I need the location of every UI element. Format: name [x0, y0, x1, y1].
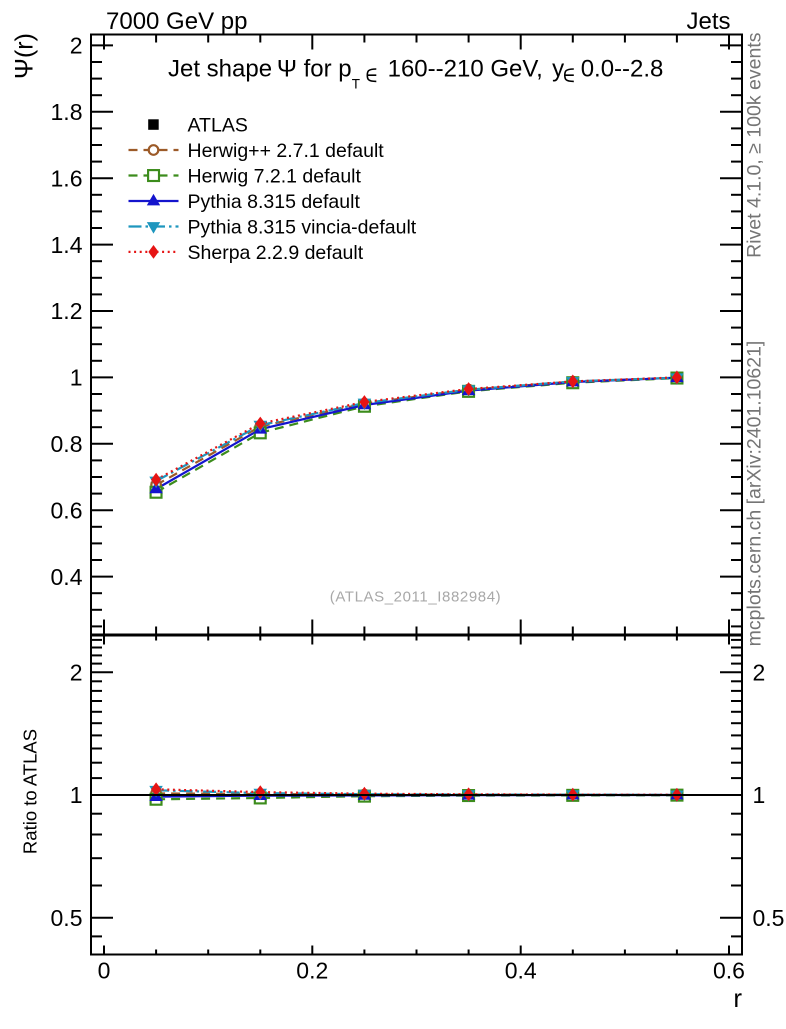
svg-text:Herwig++ 2.7.1 default: Herwig++ 2.7.1 default — [188, 140, 385, 162]
svg-text:0.8: 0.8 — [51, 431, 83, 457]
svg-text:1: 1 — [70, 365, 83, 391]
svg-text:2: 2 — [70, 33, 83, 59]
svg-text:2: 2 — [753, 659, 766, 685]
svg-text:Jet shape Ψ for p: Jet shape Ψ for p — [168, 56, 352, 83]
svg-text:2: 2 — [70, 659, 83, 685]
svg-text:1.2: 1.2 — [51, 298, 83, 324]
svg-text:1: 1 — [753, 782, 766, 808]
svg-text:y: y — [552, 56, 564, 83]
svg-text:Ψ(r): Ψ(r) — [11, 33, 39, 79]
svg-text:Sherpa 2.2.9 default: Sherpa 2.2.9 default — [188, 242, 364, 264]
svg-text:1.8: 1.8 — [51, 99, 83, 125]
svg-text:0.2: 0.2 — [296, 958, 328, 984]
svg-text:7000 GeV pp: 7000 GeV pp — [106, 8, 247, 35]
svg-text:0.4: 0.4 — [51, 564, 83, 590]
svg-text:Rivet 4.1.0, ≥ 100k events: Rivet 4.1.0, ≥ 100k events — [744, 32, 766, 258]
svg-text:ATLAS: ATLAS — [188, 115, 248, 137]
svg-text:0.4: 0.4 — [505, 958, 537, 984]
svg-text:0.6: 0.6 — [713, 958, 745, 984]
svg-text:1.4: 1.4 — [51, 232, 83, 258]
svg-text:1.6: 1.6 — [51, 165, 83, 191]
svg-text:Ratio to ATLAS: Ratio to ATLAS — [20, 729, 41, 854]
svg-text:T: T — [352, 77, 360, 92]
svg-text:Jets: Jets — [686, 8, 730, 35]
svg-text:1: 1 — [70, 782, 83, 808]
svg-text:0.5: 0.5 — [51, 905, 83, 931]
svg-text:mcplots.cern.ch [arXiv:2401.10: mcplots.cern.ch [arXiv:2401.10621] — [744, 341, 766, 647]
svg-text:Pythia 8.315 default: Pythia 8.315 default — [188, 191, 361, 213]
svg-text:160--210 GeV,: 160--210 GeV, — [388, 56, 543, 83]
svg-text:0: 0 — [98, 958, 111, 984]
svg-text:Herwig 7.2.1 default: Herwig 7.2.1 default — [188, 166, 362, 188]
svg-text:Pythia 8.315 vincia-default: Pythia 8.315 vincia-default — [188, 217, 417, 239]
svg-text:0.0--2.8: 0.0--2.8 — [581, 56, 664, 83]
svg-text:(ATLAS_2011_I882984): (ATLAS_2011_I882984) — [330, 589, 502, 606]
svg-text:0.6: 0.6 — [51, 497, 83, 523]
svg-text:r: r — [733, 983, 742, 1013]
svg-text:0.5: 0.5 — [753, 905, 785, 931]
